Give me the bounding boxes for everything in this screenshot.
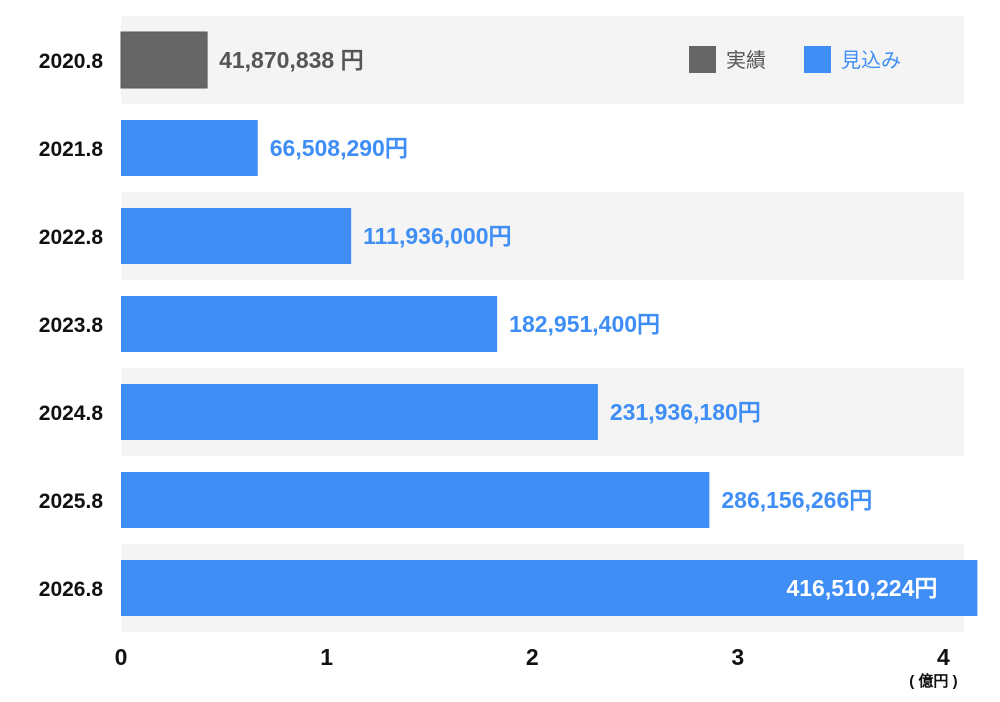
legend-swatch-actual: [689, 46, 716, 73]
category-labels: 2020.8 2021.8 2022.8 2023.8 2024.8 2025.8 2026…: [39, 50, 104, 601]
value-label: 41,870,838 円: [219, 47, 364, 73]
x-tick-label: 4: [937, 644, 950, 670]
value-label: 231,936,180円: [610, 399, 761, 425]
value-label: 286,156,266円: [721, 487, 872, 513]
legend-label-actual: 実績: [726, 49, 766, 72]
bar-2021-8: [121, 120, 258, 176]
value-label: 66,508,290円: [270, 135, 408, 161]
x-axis-unit-label: ( 億円 ): [909, 672, 957, 690]
category-label: 2022.8: [39, 226, 104, 249]
legend-label-forecast: 見込み: [841, 49, 901, 72]
category-label: 2026.8: [39, 578, 104, 601]
category-label: 2025.8: [39, 490, 104, 513]
value-label: 182,951,400円: [509, 311, 660, 337]
category-label: 2020.8: [39, 50, 104, 73]
legend: 実績 見込み: [689, 46, 901, 73]
row-bands: [121, 16, 964, 632]
x-tick-label: 0: [115, 644, 128, 670]
x-tick-label: 1: [320, 644, 333, 670]
bar-2020-8: [120, 31, 208, 89]
bar-2024-8: [121, 384, 598, 440]
x-axis-ticks: 0 1 2 3 4: [115, 644, 950, 670]
value-labels: 41,870,838 円 66,508,290円 111,936,000円 182,9…: [219, 47, 937, 601]
bar-2026-8: [121, 560, 978, 616]
bar-2025-8: [121, 472, 710, 528]
category-label: 2023.8: [39, 314, 104, 337]
x-tick-label: 3: [731, 644, 744, 670]
legend-swatch-forecast: [804, 46, 831, 73]
category-label: 2024.8: [39, 402, 104, 425]
bar-2023-8: [121, 296, 498, 352]
value-label: 416,510,224円: [786, 575, 937, 601]
bars: [120, 31, 978, 616]
value-label: 111,936,000円: [363, 223, 511, 249]
x-tick-label: 2: [526, 644, 539, 670]
category-label: 2021.8: [39, 138, 104, 161]
bar-2022-8: [121, 208, 352, 264]
